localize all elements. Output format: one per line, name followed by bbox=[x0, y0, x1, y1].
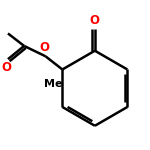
Text: Me: Me bbox=[44, 79, 63, 89]
Text: O: O bbox=[39, 41, 49, 54]
Text: O: O bbox=[90, 15, 100, 27]
Text: O: O bbox=[1, 61, 11, 74]
